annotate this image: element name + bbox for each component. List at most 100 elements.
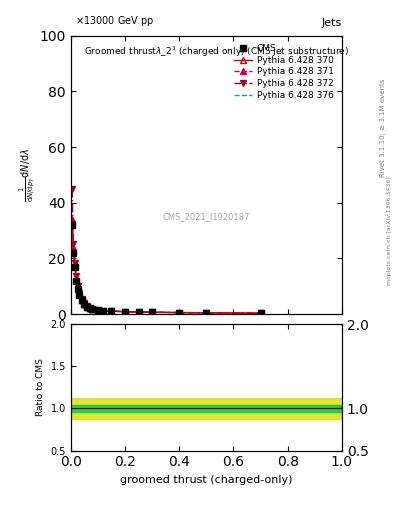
Pythia 6.428 376: [82, 301, 86, 307]
Pythia 6.428 371: [71, 244, 76, 250]
CMS: [90, 306, 95, 312]
Pythia 6.428 371: [77, 290, 81, 296]
CMS: [136, 309, 141, 315]
CMS: [75, 286, 80, 292]
Pythia 6.428 376: [77, 291, 81, 297]
CMS: [258, 310, 263, 316]
Pythia 6.428 372: [109, 308, 114, 314]
Pythia 6.428 372: [75, 283, 80, 289]
Pythia 6.428 372: [87, 305, 92, 311]
Pythia 6.428 370: [75, 285, 80, 291]
Pythia 6.428 370: [177, 310, 182, 316]
Text: Groomed thrust$\lambda\_2^1$ (charged only) (CMS jet substructure): Groomed thrust$\lambda\_2^1$ (charged on…: [84, 44, 349, 58]
Pythia 6.428 372: [70, 186, 74, 192]
Pythia 6.428 372: [71, 241, 76, 247]
Text: Rivet 3.1.10; ≥ 3.1M events: Rivet 3.1.10; ≥ 3.1M events: [380, 79, 386, 177]
Pythia 6.428 371: [150, 309, 154, 315]
Pythia 6.428 372: [77, 290, 81, 296]
Pythia 6.428 372: [79, 296, 84, 302]
CMS: [109, 308, 114, 314]
Text: mcplots.cern.ch [arXiv:1306.3436]: mcplots.cern.ch [arXiv:1306.3436]: [387, 176, 391, 285]
CMS: [82, 301, 86, 307]
Pythia 6.428 376: [79, 296, 84, 303]
Pythia 6.428 376: [150, 309, 154, 315]
Pythia 6.428 376: [258, 310, 263, 316]
Pythia 6.428 370: [101, 308, 106, 314]
X-axis label: groomed thrust (charged-only): groomed thrust (charged-only): [120, 475, 292, 485]
Line: CMS: CMS: [69, 222, 263, 316]
Pythia 6.428 376: [95, 307, 100, 313]
Pythia 6.428 376: [136, 309, 141, 315]
Pythia 6.428 371: [74, 275, 79, 281]
Y-axis label: $\frac{1}{\mathrm{d}N / \mathrm{d}p_T}\mathrm{d}N / \mathrm{d}\lambda$: $\frac{1}{\mathrm{d}N / \mathrm{d}p_T}\m…: [17, 147, 37, 202]
Pythia 6.428 371: [84, 304, 89, 310]
Pythia 6.428 376: [70, 218, 74, 224]
Pythia 6.428 371: [204, 310, 209, 316]
Line: Pythia 6.428 372: Pythia 6.428 372: [69, 186, 263, 316]
Line: Pythia 6.428 376: Pythia 6.428 376: [72, 221, 261, 313]
CMS: [71, 250, 76, 256]
Pythia 6.428 372: [136, 309, 141, 315]
Pythia 6.428 372: [95, 307, 100, 313]
Pythia 6.428 376: [109, 308, 114, 314]
CMS: [87, 305, 92, 311]
Pythia 6.428 371: [258, 310, 263, 316]
CMS: [79, 297, 84, 303]
Pythia 6.428 370: [79, 297, 84, 303]
Pythia 6.428 371: [79, 296, 84, 303]
Pythia 6.428 371: [90, 306, 95, 312]
Pythia 6.428 370: [258, 310, 263, 316]
Pythia 6.428 376: [204, 310, 209, 316]
Pythia 6.428 370: [95, 307, 100, 313]
Pythia 6.428 371: [70, 217, 74, 223]
Pythia 6.428 370: [84, 304, 89, 310]
Pythia 6.428 371: [109, 308, 114, 314]
Pythia 6.428 370: [72, 262, 77, 268]
Pythia 6.428 370: [150, 309, 154, 315]
Pythia 6.428 376: [90, 306, 95, 312]
Pythia 6.428 372: [258, 310, 263, 316]
Pythia 6.428 372: [177, 309, 182, 315]
Pythia 6.428 370: [70, 219, 74, 225]
Pythia 6.428 370: [77, 291, 81, 297]
Text: $\times$13000 GeV pp: $\times$13000 GeV pp: [75, 14, 154, 28]
Pythia 6.428 371: [82, 301, 86, 307]
Text: CMS_2021_I1920187: CMS_2021_I1920187: [163, 212, 250, 221]
Pythia 6.428 376: [72, 262, 77, 268]
Pythia 6.428 376: [84, 304, 89, 310]
Y-axis label: Ratio to CMS: Ratio to CMS: [36, 358, 45, 416]
CMS: [95, 307, 100, 313]
Legend: CMS, Pythia 6.428 370, Pythia 6.428 371, Pythia 6.428 372, Pythia 6.428 376: CMS, Pythia 6.428 370, Pythia 6.428 371,…: [231, 40, 338, 103]
Text: Jets: Jets: [321, 18, 342, 28]
Pythia 6.428 370: [87, 305, 92, 311]
Pythia 6.428 372: [90, 306, 95, 312]
Pythia 6.428 376: [75, 285, 80, 291]
Pythia 6.428 372: [72, 260, 77, 266]
CMS: [204, 310, 209, 316]
Pythia 6.428 372: [74, 273, 79, 280]
Pythia 6.428 372: [101, 307, 106, 313]
Pythia 6.428 371: [101, 308, 106, 314]
Line: Pythia 6.428 371: Pythia 6.428 371: [69, 217, 263, 316]
Pythia 6.428 370: [74, 276, 79, 282]
Pythia 6.428 376: [87, 305, 92, 311]
Pythia 6.428 370: [136, 309, 141, 315]
Pythia 6.428 372: [82, 301, 86, 307]
CMS: [177, 310, 182, 316]
CMS: [70, 222, 74, 228]
CMS: [84, 304, 89, 310]
CMS: [123, 309, 127, 315]
Pythia 6.428 371: [123, 309, 127, 315]
Pythia 6.428 372: [84, 303, 89, 309]
Pythia 6.428 370: [82, 301, 86, 307]
Line: Pythia 6.428 370: Pythia 6.428 370: [69, 220, 263, 316]
Pythia 6.428 376: [74, 275, 79, 282]
CMS: [101, 308, 106, 314]
Pythia 6.428 372: [150, 309, 154, 315]
CMS: [77, 291, 81, 297]
Pythia 6.428 376: [71, 246, 76, 252]
Pythia 6.428 371: [177, 309, 182, 315]
Pythia 6.428 371: [72, 261, 77, 267]
Pythia 6.428 370: [204, 310, 209, 316]
Pythia 6.428 370: [90, 306, 95, 312]
